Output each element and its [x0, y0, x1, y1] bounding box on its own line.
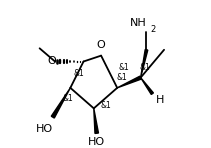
Text: &1: &1: [100, 101, 111, 110]
Text: &1: &1: [118, 63, 129, 72]
Polygon shape: [94, 108, 99, 133]
Text: &1: &1: [74, 69, 85, 78]
Text: NH: NH: [130, 18, 146, 28]
Text: O: O: [97, 40, 106, 50]
Text: H: H: [156, 95, 164, 105]
Text: &1: &1: [116, 73, 127, 82]
Text: O: O: [47, 57, 56, 66]
Polygon shape: [141, 50, 148, 78]
Text: &1: &1: [140, 63, 150, 72]
Text: 2: 2: [150, 25, 156, 34]
Text: HO: HO: [88, 137, 105, 147]
Polygon shape: [141, 78, 153, 94]
Polygon shape: [51, 88, 70, 118]
Text: HO: HO: [35, 124, 53, 134]
Text: &1: &1: [62, 94, 73, 103]
Polygon shape: [117, 76, 141, 88]
